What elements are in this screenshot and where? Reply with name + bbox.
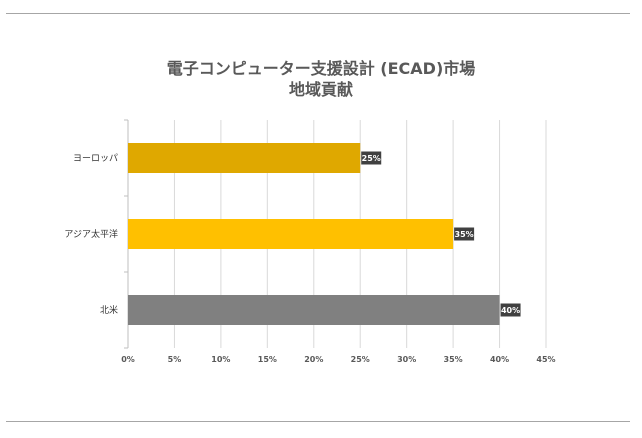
- bar: [128, 295, 500, 325]
- bottom-divider: [6, 421, 630, 422]
- bar: [128, 143, 361, 173]
- data-label-box: [500, 303, 521, 317]
- data-label-box: [454, 227, 475, 241]
- data-label: 40%: [501, 306, 520, 315]
- x-tick-label: 20%: [304, 355, 323, 364]
- chart-title: 電子コンピューター支援設計 (ECAD)市場: [166, 59, 476, 78]
- chart-subtitle: 地域貢献: [288, 80, 353, 99]
- x-tick-label: 45%: [536, 355, 555, 364]
- x-tick-label: 40%: [490, 355, 509, 364]
- data-label-box: [361, 151, 382, 165]
- x-tick-label: 30%: [397, 355, 416, 364]
- x-tick-label: 0%: [121, 355, 135, 364]
- data-label: 35%: [455, 230, 474, 239]
- x-tick-label: 5%: [168, 355, 182, 364]
- x-tick-label: 10%: [211, 355, 230, 364]
- top-divider: [6, 13, 630, 14]
- x-tick-label: 15%: [258, 355, 277, 364]
- category-label: アジア太平洋: [64, 228, 118, 240]
- x-tick-label: 25%: [351, 355, 370, 364]
- category-label: 北米: [100, 304, 118, 316]
- category-label: ヨーロッパ: [73, 153, 118, 164]
- bar: [128, 219, 454, 249]
- x-tick-label: 35%: [444, 355, 463, 364]
- data-label: 25%: [362, 154, 381, 163]
